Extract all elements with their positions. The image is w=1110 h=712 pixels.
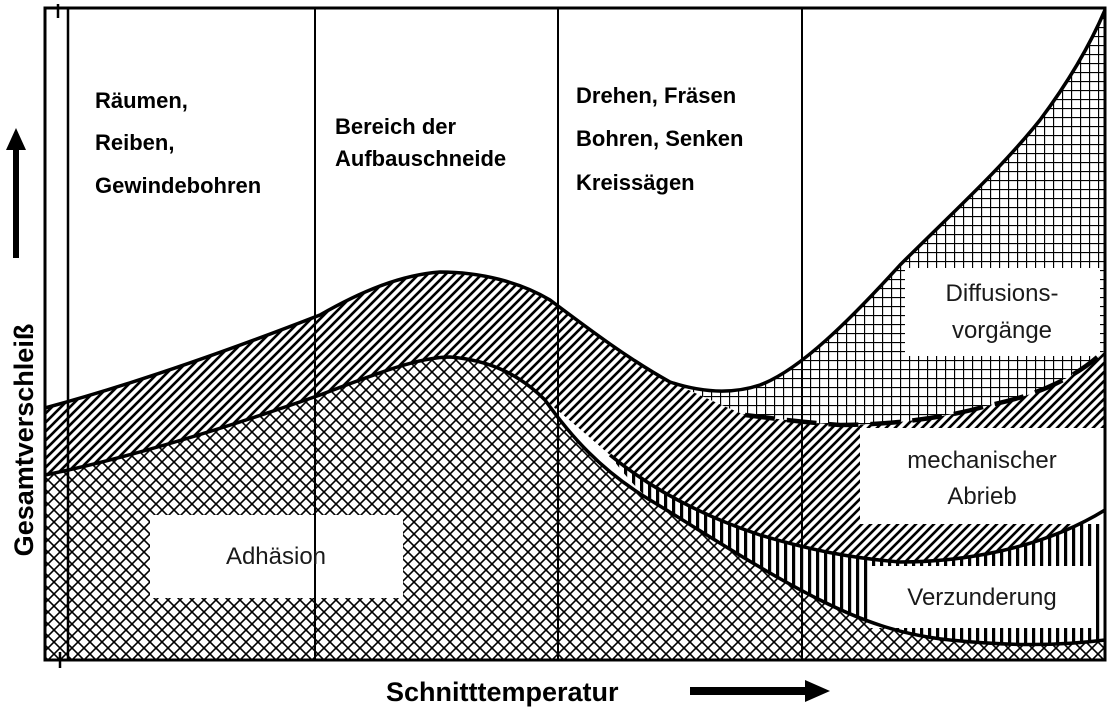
abrasion-label-box xyxy=(860,428,1105,524)
diffusion-label-line-1: Diffusions- xyxy=(946,280,1059,307)
zone-2-line-1: Bereich der xyxy=(335,114,456,139)
abrasion-label-line-2: Abrieb xyxy=(947,483,1016,510)
adhesion-curve xyxy=(44,355,1106,647)
zone-1-line-2: Reiben, xyxy=(95,130,174,155)
y-axis-arrow-icon xyxy=(6,128,26,258)
abrasion-boundary-dashed xyxy=(744,348,1107,428)
diffusion-label-line-2: vorgänge xyxy=(952,317,1052,344)
adhesion-label-box xyxy=(150,515,403,598)
diffusion-label-box xyxy=(905,268,1100,356)
zone-1-line-3: Gewindebohren xyxy=(95,173,261,198)
abrasion-label-line-1: mechanischer xyxy=(907,447,1056,474)
oxidation-label-box xyxy=(870,566,1095,628)
total-wear-curve xyxy=(44,9,1107,410)
diagram-frame xyxy=(43,6,1107,662)
x-axis-arrow-icon xyxy=(690,680,830,702)
zone-3-line-2: Bohren, Senken xyxy=(576,126,743,151)
diffusion-region xyxy=(670,10,1105,425)
zone-3-line-1: Drehen, Fräsen xyxy=(576,83,736,108)
zone-3-line-3: Kreissägen xyxy=(576,170,695,195)
zone-1-line-1: Räumen, xyxy=(95,88,188,113)
y-axis-label: Gesamtverschleiß xyxy=(9,324,39,557)
oxidation-curve xyxy=(608,453,1106,564)
zone-2-line-2: Aufbauschneide xyxy=(335,146,506,171)
oxidation-label: Verzunderung xyxy=(907,584,1056,611)
adhesion-label: Adhäsion xyxy=(226,543,326,570)
x-axis-label: Schnitttemperatur xyxy=(386,677,619,707)
abrasion-band xyxy=(45,272,1105,562)
